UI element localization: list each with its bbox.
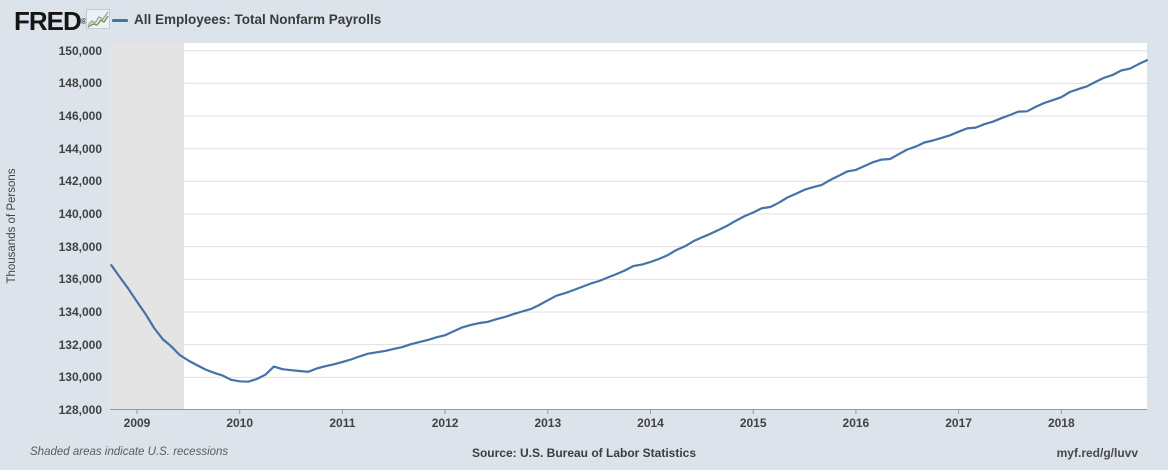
plot-background bbox=[110, 43, 1147, 410]
fred-logo[interactable]: FRED® bbox=[14, 6, 87, 37]
fred-logo-text: FRED bbox=[14, 6, 82, 36]
y-tick-label: 130,000 bbox=[58, 370, 102, 385]
recession-band bbox=[110, 43, 185, 410]
y-tick-label: 136,000 bbox=[58, 272, 102, 287]
source-label: Source: U.S. Bureau of Labor Statistics bbox=[471, 446, 697, 460]
y-tick-label: 138,000 bbox=[58, 239, 102, 254]
y-tick-label: 146,000 bbox=[58, 109, 102, 124]
y-tick-label: 140,000 bbox=[58, 207, 102, 222]
y-tick-label: 134,000 bbox=[58, 305, 102, 319]
share-link[interactable]: myf.red/g/luvv bbox=[1056, 446, 1138, 460]
y-tick-label: 128,000 bbox=[58, 403, 102, 417]
x-tick-label: 2012 bbox=[431, 416, 459, 430]
y-tick-label: 150,000 bbox=[58, 43, 102, 58]
x-tick-label: 2009 bbox=[123, 416, 151, 430]
y-tick-label: 144,000 bbox=[58, 141, 102, 156]
x-tick-label: 2013 bbox=[534, 416, 562, 430]
x-tick-label: 2011 bbox=[329, 416, 356, 430]
chart-header: FRED® All Employees: Total Nonfarm Payro… bbox=[0, 0, 1168, 40]
y-axis-title: Thousands of Persons bbox=[6, 168, 18, 284]
recession-note: Shaded areas indicate U.S. recessions bbox=[30, 446, 229, 458]
x-tick-label: 2010 bbox=[226, 416, 254, 430]
x-tick-label: 2014 bbox=[637, 416, 664, 430]
y-tick-label: 142,000 bbox=[58, 174, 102, 189]
fred-sparkline-icon bbox=[86, 8, 110, 30]
payrolls-line-chart[interactable] bbox=[110, 43, 1149, 415]
payrolls-series-line bbox=[110, 59, 1149, 383]
series-legend-line bbox=[112, 19, 128, 22]
series-title[interactable]: All Employees: Total Nonfarm Payrolls bbox=[134, 12, 382, 27]
y-tick-label: 132,000 bbox=[58, 337, 102, 352]
x-tick-label: 2015 bbox=[739, 416, 767, 430]
x-tick-label: 2016 bbox=[842, 416, 870, 430]
x-tick-label: 2018 bbox=[1047, 416, 1075, 430]
x-tick-label: 2017 bbox=[945, 416, 972, 430]
registered-mark: ® bbox=[80, 17, 87, 26]
chart-footer: Shaded areas indicate U.S. recessions So… bbox=[0, 446, 1168, 462]
y-tick-label: 148,000 bbox=[58, 76, 102, 91]
